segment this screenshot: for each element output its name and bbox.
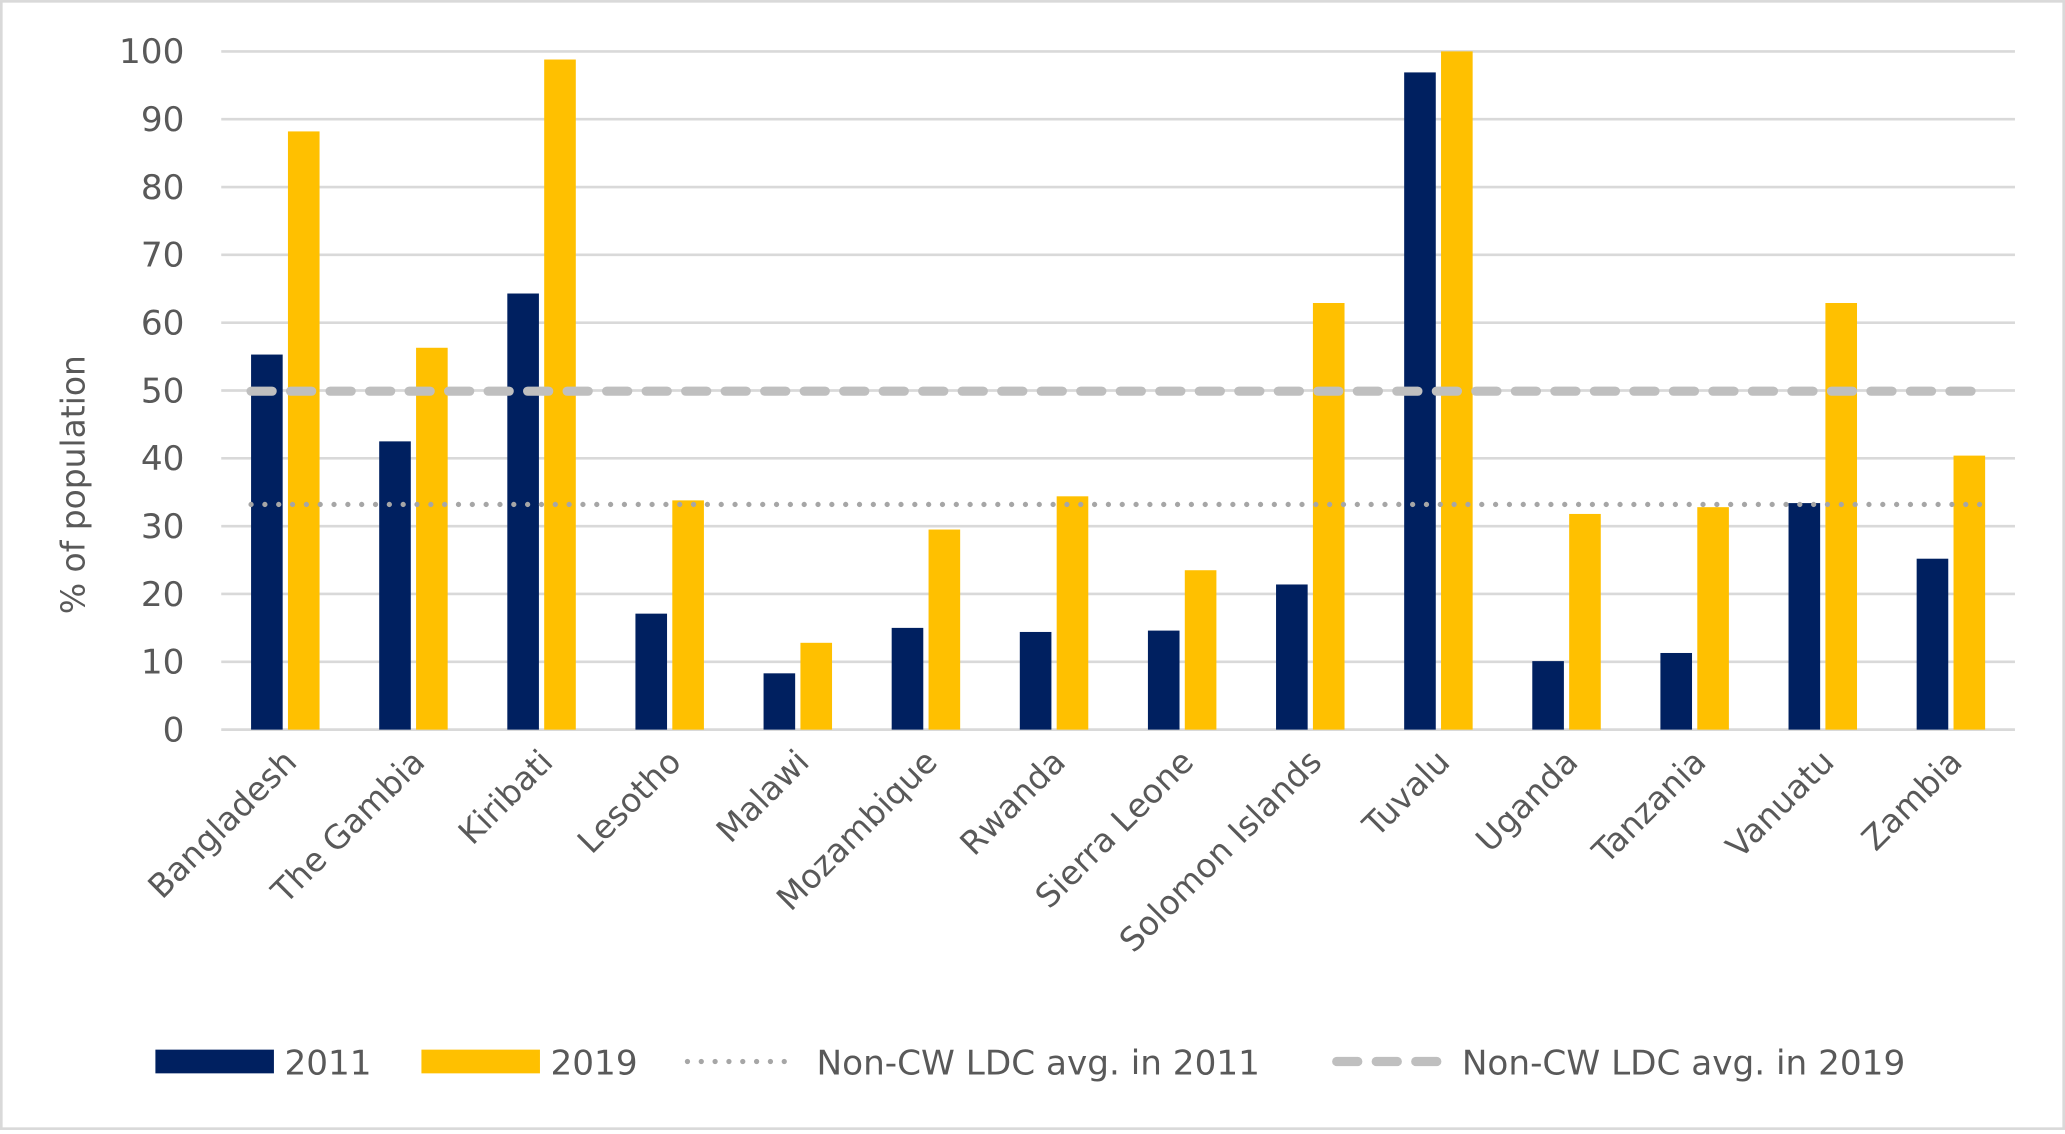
legend-label: Non-CW LDC avg. in 2019	[1462, 1044, 1905, 1084]
y-tick-label: 20	[141, 575, 185, 615]
y-tick-label: 40	[141, 439, 185, 479]
y-tick-label: 10	[141, 643, 185, 683]
bar-2011-the-gambia	[379, 441, 411, 730]
y-tick-label: 50	[141, 371, 185, 411]
bar-2019-lesotho	[672, 500, 704, 730]
bar-2019-malawi	[800, 642, 833, 730]
y-tick-label: 80	[141, 168, 185, 208]
bar-2019-vanuatu	[1825, 303, 1858, 730]
bar-2019-sierra-leone	[1184, 570, 1217, 730]
y-tick-label: 0	[163, 710, 185, 750]
legend-swatch	[421, 1049, 540, 1074]
bar-2011-kiribati	[507, 293, 539, 730]
bar-2019-solomon-islands	[1312, 303, 1345, 730]
bar-2011-tuvalu	[1404, 72, 1436, 730]
bar-2011-mozambique	[891, 627, 924, 730]
bar-2019-mozambique	[928, 529, 961, 730]
y-axis-label: % of population	[53, 355, 92, 614]
y-tick-label: 100	[119, 32, 184, 72]
bar-2011-lesotho	[635, 613, 668, 730]
bar-2019-zambia	[1953, 455, 1986, 730]
bar-2019-bangladesh	[287, 131, 320, 730]
bar-2011-sierra-leone	[1147, 630, 1180, 730]
legend-swatch	[155, 1049, 274, 1074]
bar-2011-malawi	[763, 673, 796, 730]
bar-2019-the-gambia	[416, 347, 448, 730]
bar-2011-uganda	[1532, 661, 1564, 730]
bar-2019-tanzania	[1697, 507, 1729, 730]
legend-label: 2019	[550, 1044, 637, 1084]
y-tick-label: 60	[141, 304, 185, 344]
y-tick-label: 70	[141, 236, 185, 276]
bar-2019-rwanda	[1056, 496, 1089, 730]
bar-2011-solomon-islands	[1276, 584, 1308, 730]
bar-2011-rwanda	[1019, 631, 1052, 730]
legend-label: Non-CW LDC avg. in 2011	[817, 1044, 1260, 1084]
y-tick-label: 30	[141, 507, 185, 547]
bar-2011-bangladesh	[251, 354, 283, 730]
legend-label: 2011	[284, 1044, 371, 1084]
bar-2011-zambia	[1916, 558, 1949, 730]
legend: 2011 2019 Non-CW LDC avg. in 2011 Non-CW LD…	[155, 1044, 1905, 1084]
bar-2011-tanzania	[1660, 652, 1693, 730]
bar-2011-vanuatu	[1788, 503, 1821, 730]
bar-2019-uganda	[1569, 513, 1601, 730]
y-tick-label: 90	[141, 100, 185, 140]
